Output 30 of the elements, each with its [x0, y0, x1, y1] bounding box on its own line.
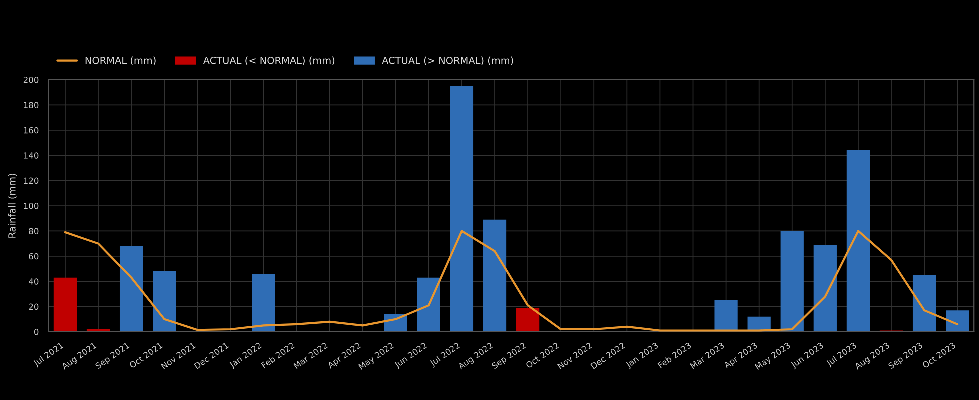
y-tick-label: 120	[24, 178, 39, 184]
bar	[516, 308, 540, 332]
legend-label: NORMAL (mm)	[86, 56, 156, 66]
bar	[483, 220, 507, 332]
y-tick-label: 20	[29, 304, 39, 310]
y-tick-label: 180	[24, 102, 39, 108]
y-axis-title: Rainfall (mm)	[8, 174, 18, 238]
bar	[417, 278, 440, 332]
y-tick-label: 160	[24, 127, 39, 134]
y-tick-label: 200	[24, 76, 39, 84]
bar	[780, 231, 804, 332]
bar	[946, 310, 970, 332]
y-tick-label: 40	[29, 278, 39, 285]
bar	[252, 274, 276, 332]
y-tick-label: 100	[24, 202, 39, 210]
bar	[450, 86, 474, 332]
legend-label: ACTUAL (> NORMAL) (mm)	[382, 56, 514, 66]
y-tick-label: 60	[29, 253, 39, 260]
bar	[153, 272, 176, 332]
line-series	[64, 230, 959, 332]
y-tick-label: 80	[29, 228, 39, 234]
bar	[54, 278, 78, 332]
bar	[120, 246, 144, 332]
legend-label: ACTUAL (< NORMAL) (mm)	[203, 56, 335, 66]
y-tick-label: 0	[34, 328, 39, 336]
bar	[846, 150, 870, 332]
bar	[814, 245, 837, 332]
y-tick-label: 140	[24, 152, 39, 159]
bar	[714, 300, 738, 332]
bar	[912, 275, 936, 332]
